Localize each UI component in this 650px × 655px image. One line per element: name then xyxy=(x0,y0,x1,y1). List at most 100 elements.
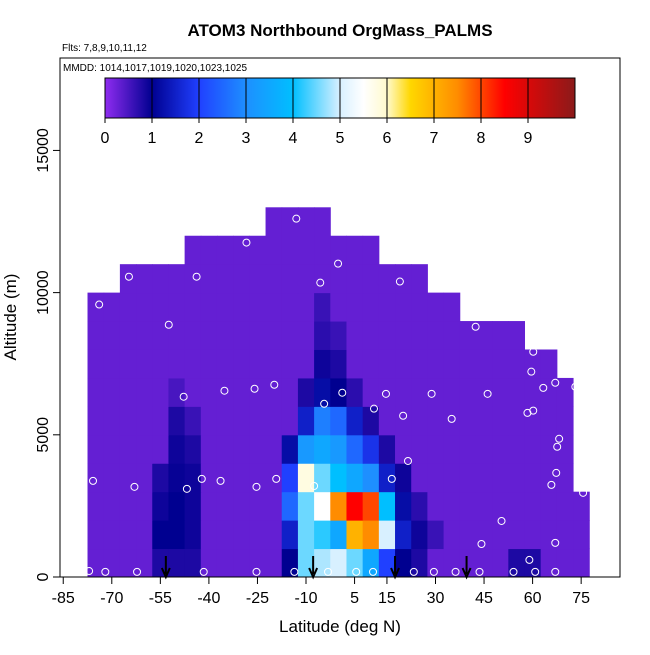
heat-cell xyxy=(200,520,218,550)
sample-point xyxy=(475,567,484,576)
heat-cell xyxy=(378,491,396,521)
heat-cell xyxy=(233,292,250,322)
heat-cell xyxy=(136,292,153,322)
heat-cell xyxy=(297,349,315,379)
sample-point xyxy=(551,378,560,387)
sample-point xyxy=(529,406,538,415)
y-tick-label: 0 xyxy=(35,572,52,581)
sample-point xyxy=(290,567,299,576)
subtitle: Flts: 7,8,9,10,11,12 xyxy=(62,43,147,54)
sample-point xyxy=(529,347,538,356)
heat-cell xyxy=(200,321,218,350)
colorbar-tick-label: 4 xyxy=(289,130,298,147)
heat-cell xyxy=(136,520,153,550)
y-tick-label: 5000 xyxy=(35,417,52,453)
heat-cell xyxy=(330,235,347,265)
heat-cell xyxy=(103,434,121,464)
heat-cell xyxy=(346,548,364,578)
heat-cell xyxy=(152,321,169,350)
heat-cell xyxy=(443,520,461,550)
heat-cell xyxy=(427,463,445,493)
sample-point xyxy=(451,567,460,576)
heat-cell xyxy=(459,321,477,350)
sample-point xyxy=(320,399,329,408)
heat-cell xyxy=(427,321,445,350)
heat-cell xyxy=(184,264,202,294)
sample-point xyxy=(89,476,98,485)
heat-cell xyxy=(427,491,445,521)
heat-cell xyxy=(475,548,493,578)
heat-cell xyxy=(200,463,218,493)
sample-point xyxy=(324,567,333,576)
heat-cell xyxy=(314,463,331,493)
heat-cell xyxy=(314,235,331,265)
heat-cell xyxy=(362,349,380,379)
heat-cell xyxy=(330,349,347,379)
heat-cell xyxy=(265,491,283,521)
heat-cell xyxy=(87,520,105,550)
heat-cell xyxy=(265,264,283,294)
heat-cell xyxy=(362,321,380,350)
colorbar-tick-label: 2 xyxy=(195,130,204,147)
heat-cell xyxy=(362,292,380,322)
heat-cell xyxy=(136,463,153,493)
heat-cell xyxy=(119,264,137,294)
heat-cell xyxy=(168,548,186,578)
heat-cell xyxy=(443,321,461,350)
heat-cell xyxy=(152,264,169,294)
heat-cell xyxy=(136,406,153,436)
heat-cell xyxy=(378,520,396,550)
heat-cell xyxy=(184,491,202,521)
sample-point xyxy=(101,567,110,576)
heat-cell xyxy=(395,463,412,493)
colorbar-tick-label: 6 xyxy=(383,130,392,147)
heat-cell xyxy=(136,349,153,379)
heat-cell xyxy=(216,264,234,294)
heat-cell xyxy=(395,548,412,578)
colorbar-tick-label: 7 xyxy=(430,130,439,147)
sample-point xyxy=(310,481,319,490)
sample-point xyxy=(471,322,480,331)
heat-cell xyxy=(119,406,137,436)
x-tick-label: -70 xyxy=(100,590,123,607)
heat-cell xyxy=(152,377,169,407)
heat-cell xyxy=(475,491,493,521)
heat-cell xyxy=(281,520,299,550)
heat-cell xyxy=(378,349,396,379)
heat-cell xyxy=(103,491,121,521)
sample-point xyxy=(197,474,206,483)
heat-cell xyxy=(152,349,169,379)
heat-cell xyxy=(119,321,137,350)
heat-cell xyxy=(216,377,234,407)
colorbar-tick-label: 0 xyxy=(101,130,110,147)
sample-point xyxy=(252,567,261,576)
heat-cell xyxy=(492,520,509,550)
heat-cell xyxy=(362,377,380,407)
heat-cell xyxy=(249,406,267,436)
heat-cell xyxy=(200,434,218,464)
heat-cell xyxy=(330,548,347,578)
heat-cell xyxy=(216,520,234,550)
heat-cell xyxy=(492,349,509,379)
x-tick-label: 15 xyxy=(378,590,396,607)
heat-cell xyxy=(119,548,137,578)
heat-cell xyxy=(314,434,331,464)
sample-point xyxy=(95,300,104,309)
heat-cell xyxy=(216,349,234,379)
heat-cell xyxy=(443,377,461,407)
heat-cell xyxy=(249,377,267,407)
heat-cell xyxy=(524,491,542,521)
sample-point xyxy=(272,474,281,483)
heat-cell xyxy=(346,349,364,379)
heat-cell xyxy=(508,377,526,407)
heat-cell xyxy=(216,463,234,493)
heat-cell xyxy=(314,264,331,294)
heat-cell xyxy=(378,463,396,493)
sample-point xyxy=(216,476,225,485)
heat-cell xyxy=(200,292,218,322)
heat-cell xyxy=(87,491,105,521)
heat-cell xyxy=(216,434,234,464)
x-tick-label: 45 xyxy=(475,590,493,607)
heat-cell xyxy=(492,548,509,578)
